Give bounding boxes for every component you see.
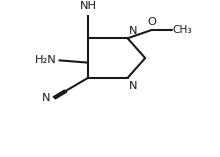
Text: H₂N: H₂N [35,55,57,65]
Text: O: O [147,17,156,27]
Text: NH: NH [80,1,97,11]
Text: N: N [129,81,137,91]
Text: CH₃: CH₃ [173,25,192,35]
Text: N: N [41,93,50,103]
Text: N: N [129,26,137,36]
